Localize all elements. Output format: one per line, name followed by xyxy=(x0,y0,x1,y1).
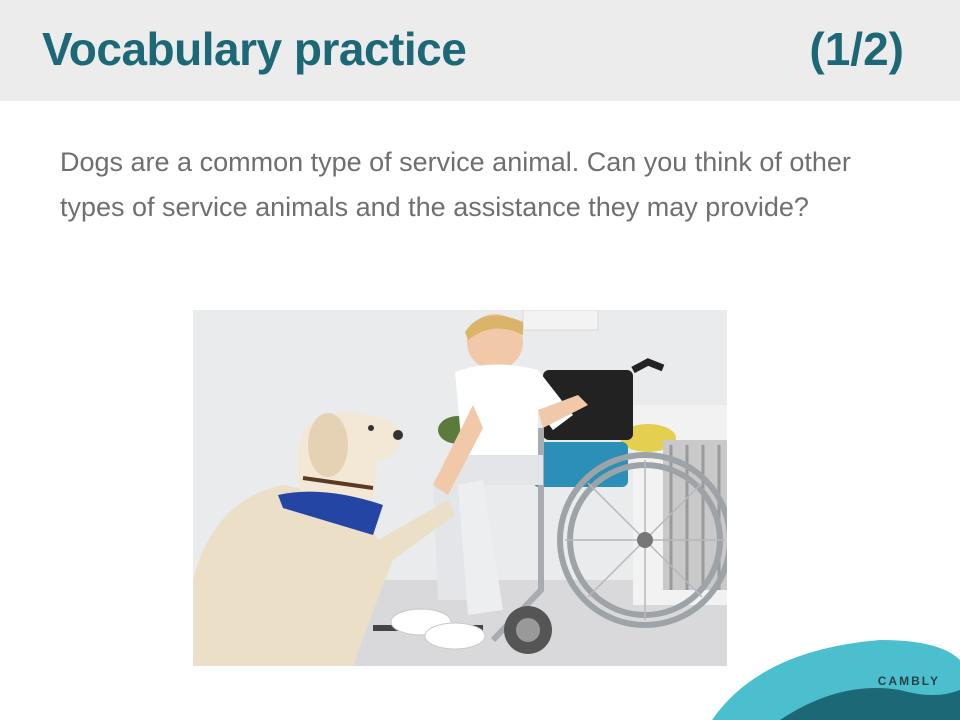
slide-header: Vocabulary practice (1/2) xyxy=(0,0,960,101)
service-dog-photo xyxy=(193,310,727,666)
prompt-text: Dogs are a common type of service animal… xyxy=(60,147,851,222)
page-indicator: (1/2) xyxy=(809,23,904,75)
slide-title: Vocabulary practice xyxy=(42,23,467,75)
cambly-logo: CAMBLY xyxy=(877,674,940,688)
